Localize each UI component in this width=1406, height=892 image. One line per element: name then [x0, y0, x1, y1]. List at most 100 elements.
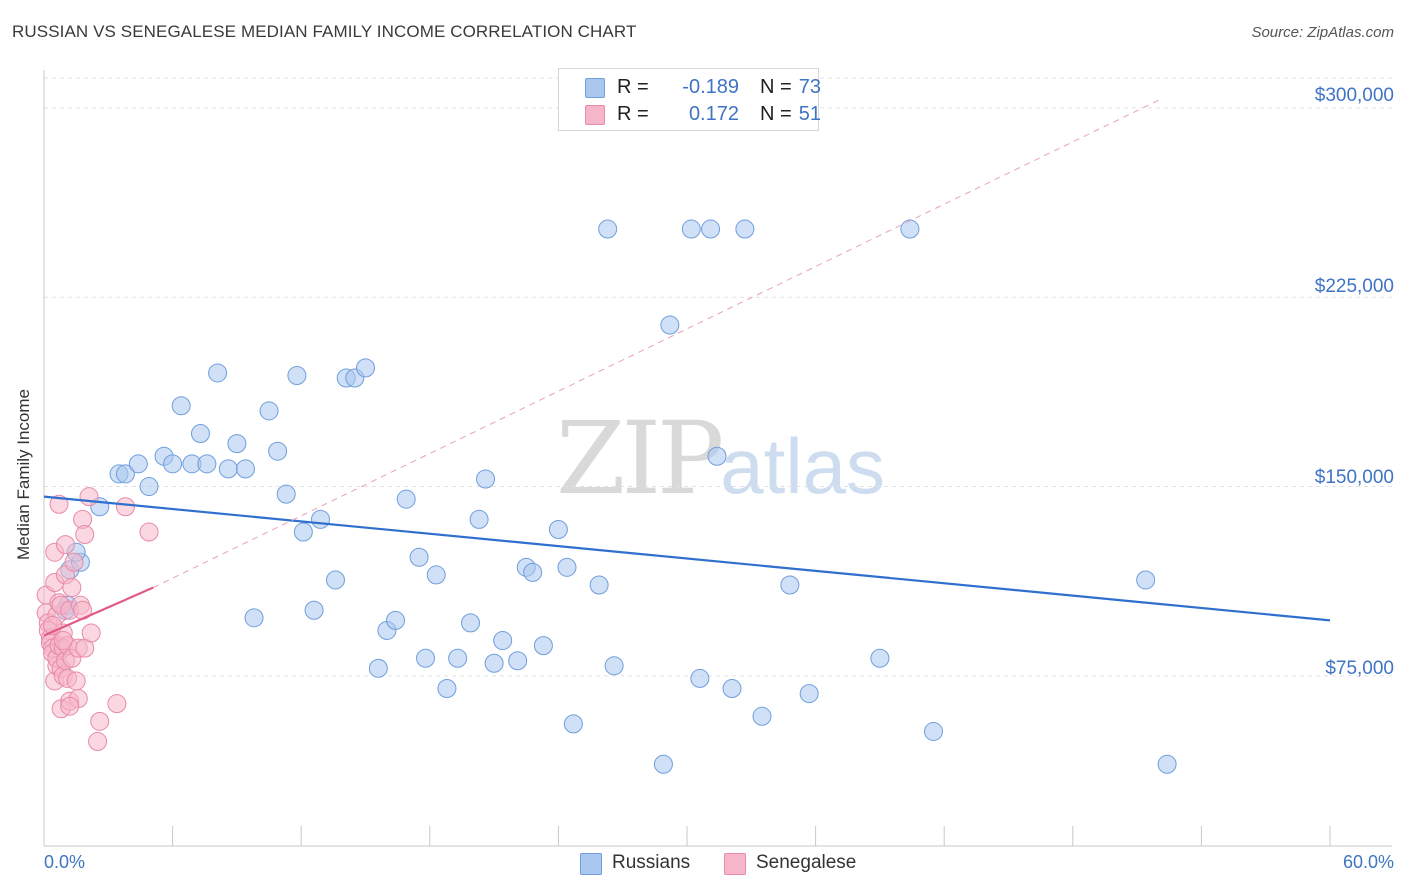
russians-point: [197, 454, 217, 474]
senegalese-point: [75, 525, 95, 545]
russians-point: [448, 648, 468, 668]
russians-point: [563, 714, 583, 734]
senegalese-point: [60, 696, 80, 716]
russians-point: [276, 484, 296, 504]
senegalese-point: [55, 535, 75, 555]
russians-point: [508, 651, 528, 671]
watermark-zip: ZIP: [556, 400, 724, 517]
x-tick-label-max: 60.0%: [1342, 852, 1394, 872]
senegalese-point: [139, 522, 159, 542]
russians-point: [598, 219, 618, 239]
russians-point: [437, 679, 457, 699]
russians-point: [139, 477, 159, 497]
russians-point: [268, 441, 288, 461]
russians-point: [171, 396, 191, 416]
russians-swatch: [585, 78, 605, 98]
russians-point: [653, 754, 673, 774]
n-label: N =: [760, 103, 792, 125]
russians-point: [707, 446, 727, 466]
russians-point: [208, 363, 228, 383]
russians-point: [115, 464, 135, 484]
russians-point: [218, 459, 238, 479]
senegalese-point: [62, 578, 82, 598]
russians-point: [304, 600, 324, 620]
n-value: 51: [798, 103, 821, 125]
russians-point: [484, 653, 504, 673]
watermark-atlas: atlas: [720, 422, 886, 510]
russians-swatch: [580, 853, 602, 875]
russians-point: [128, 454, 148, 474]
senegalese-point: [107, 694, 127, 714]
r-label: R =: [617, 76, 649, 98]
russians-point: [1157, 754, 1177, 774]
x-tick-label-min: 0.0%: [44, 852, 86, 872]
russians-point: [409, 547, 429, 567]
russians-point: [1136, 570, 1156, 590]
russians-point: [356, 358, 375, 378]
russians-point: [386, 610, 406, 630]
senegalese-point: [66, 671, 86, 691]
russians-point: [701, 219, 721, 239]
russians-point: [870, 648, 890, 668]
russians-point: [735, 219, 755, 239]
russians-point: [557, 557, 577, 577]
senegalese-trend-extension: [153, 99, 1159, 588]
russians-point: [396, 489, 416, 509]
russians-point: [476, 469, 496, 489]
legend-label: Russians: [612, 852, 691, 873]
russians-point: [163, 454, 183, 474]
y-tick-label: $75,000: [1325, 658, 1394, 679]
senegalese-point: [88, 732, 108, 752]
y-axis-label: Median Family Income: [14, 388, 33, 560]
russians-point: [227, 434, 247, 454]
senegalese-point: [79, 487, 99, 507]
y-tick-label: $300,000: [1314, 85, 1394, 106]
russians-point: [589, 575, 609, 595]
russians-point: [287, 365, 307, 385]
russians-point: [604, 656, 624, 676]
russians-point: [681, 219, 701, 239]
russians-point: [923, 721, 943, 741]
stats-legend: R = -0.189 N = 73 R = 0.172 N = 51: [558, 68, 821, 131]
russians-point: [244, 608, 264, 628]
senegalese-trend-line: [43, 586, 154, 637]
n-value: 73: [798, 76, 821, 98]
russians-point: [310, 509, 330, 529]
russians-point: [523, 562, 543, 582]
russians-point: [190, 424, 210, 444]
senegalese-point: [90, 711, 110, 731]
y-tick-label: $150,000: [1314, 467, 1394, 488]
r-label: R =: [617, 103, 649, 125]
russians-point: [722, 679, 742, 699]
russians-point: [548, 519, 568, 539]
russians-point: [293, 522, 313, 542]
legend-label: Senegalese: [756, 852, 857, 873]
russians-point: [426, 565, 446, 585]
russians-point: [690, 668, 710, 688]
russians-point: [660, 315, 680, 335]
russians-point: [325, 570, 345, 590]
russians-point: [461, 613, 481, 633]
russians-point: [752, 706, 772, 726]
r-value: 0.172: [688, 103, 739, 125]
russians-point: [780, 575, 800, 595]
y-tick-label: $225,000: [1314, 276, 1394, 297]
n-label: N =: [760, 76, 792, 98]
russians-point: [493, 631, 513, 651]
russians-point: [533, 636, 553, 656]
russians-trend-line: [43, 495, 1331, 622]
russians-point: [368, 658, 388, 678]
russians-point: [259, 401, 279, 421]
senegalese-point: [81, 623, 101, 643]
russians-point: [799, 684, 819, 704]
chart-title: RUSSIAN VS SENEGALESE MEDIAN FAMILY INCO…: [12, 22, 637, 41]
senegalese-point: [64, 552, 84, 572]
senegalese-point: [49, 494, 69, 514]
russians-point: [416, 648, 436, 668]
russians-point: [900, 219, 920, 239]
russians-point: [235, 459, 255, 479]
senegalese-point: [115, 497, 135, 517]
source-label: Source: ZipAtlas.com: [1251, 24, 1394, 41]
russians-point: [469, 509, 489, 529]
